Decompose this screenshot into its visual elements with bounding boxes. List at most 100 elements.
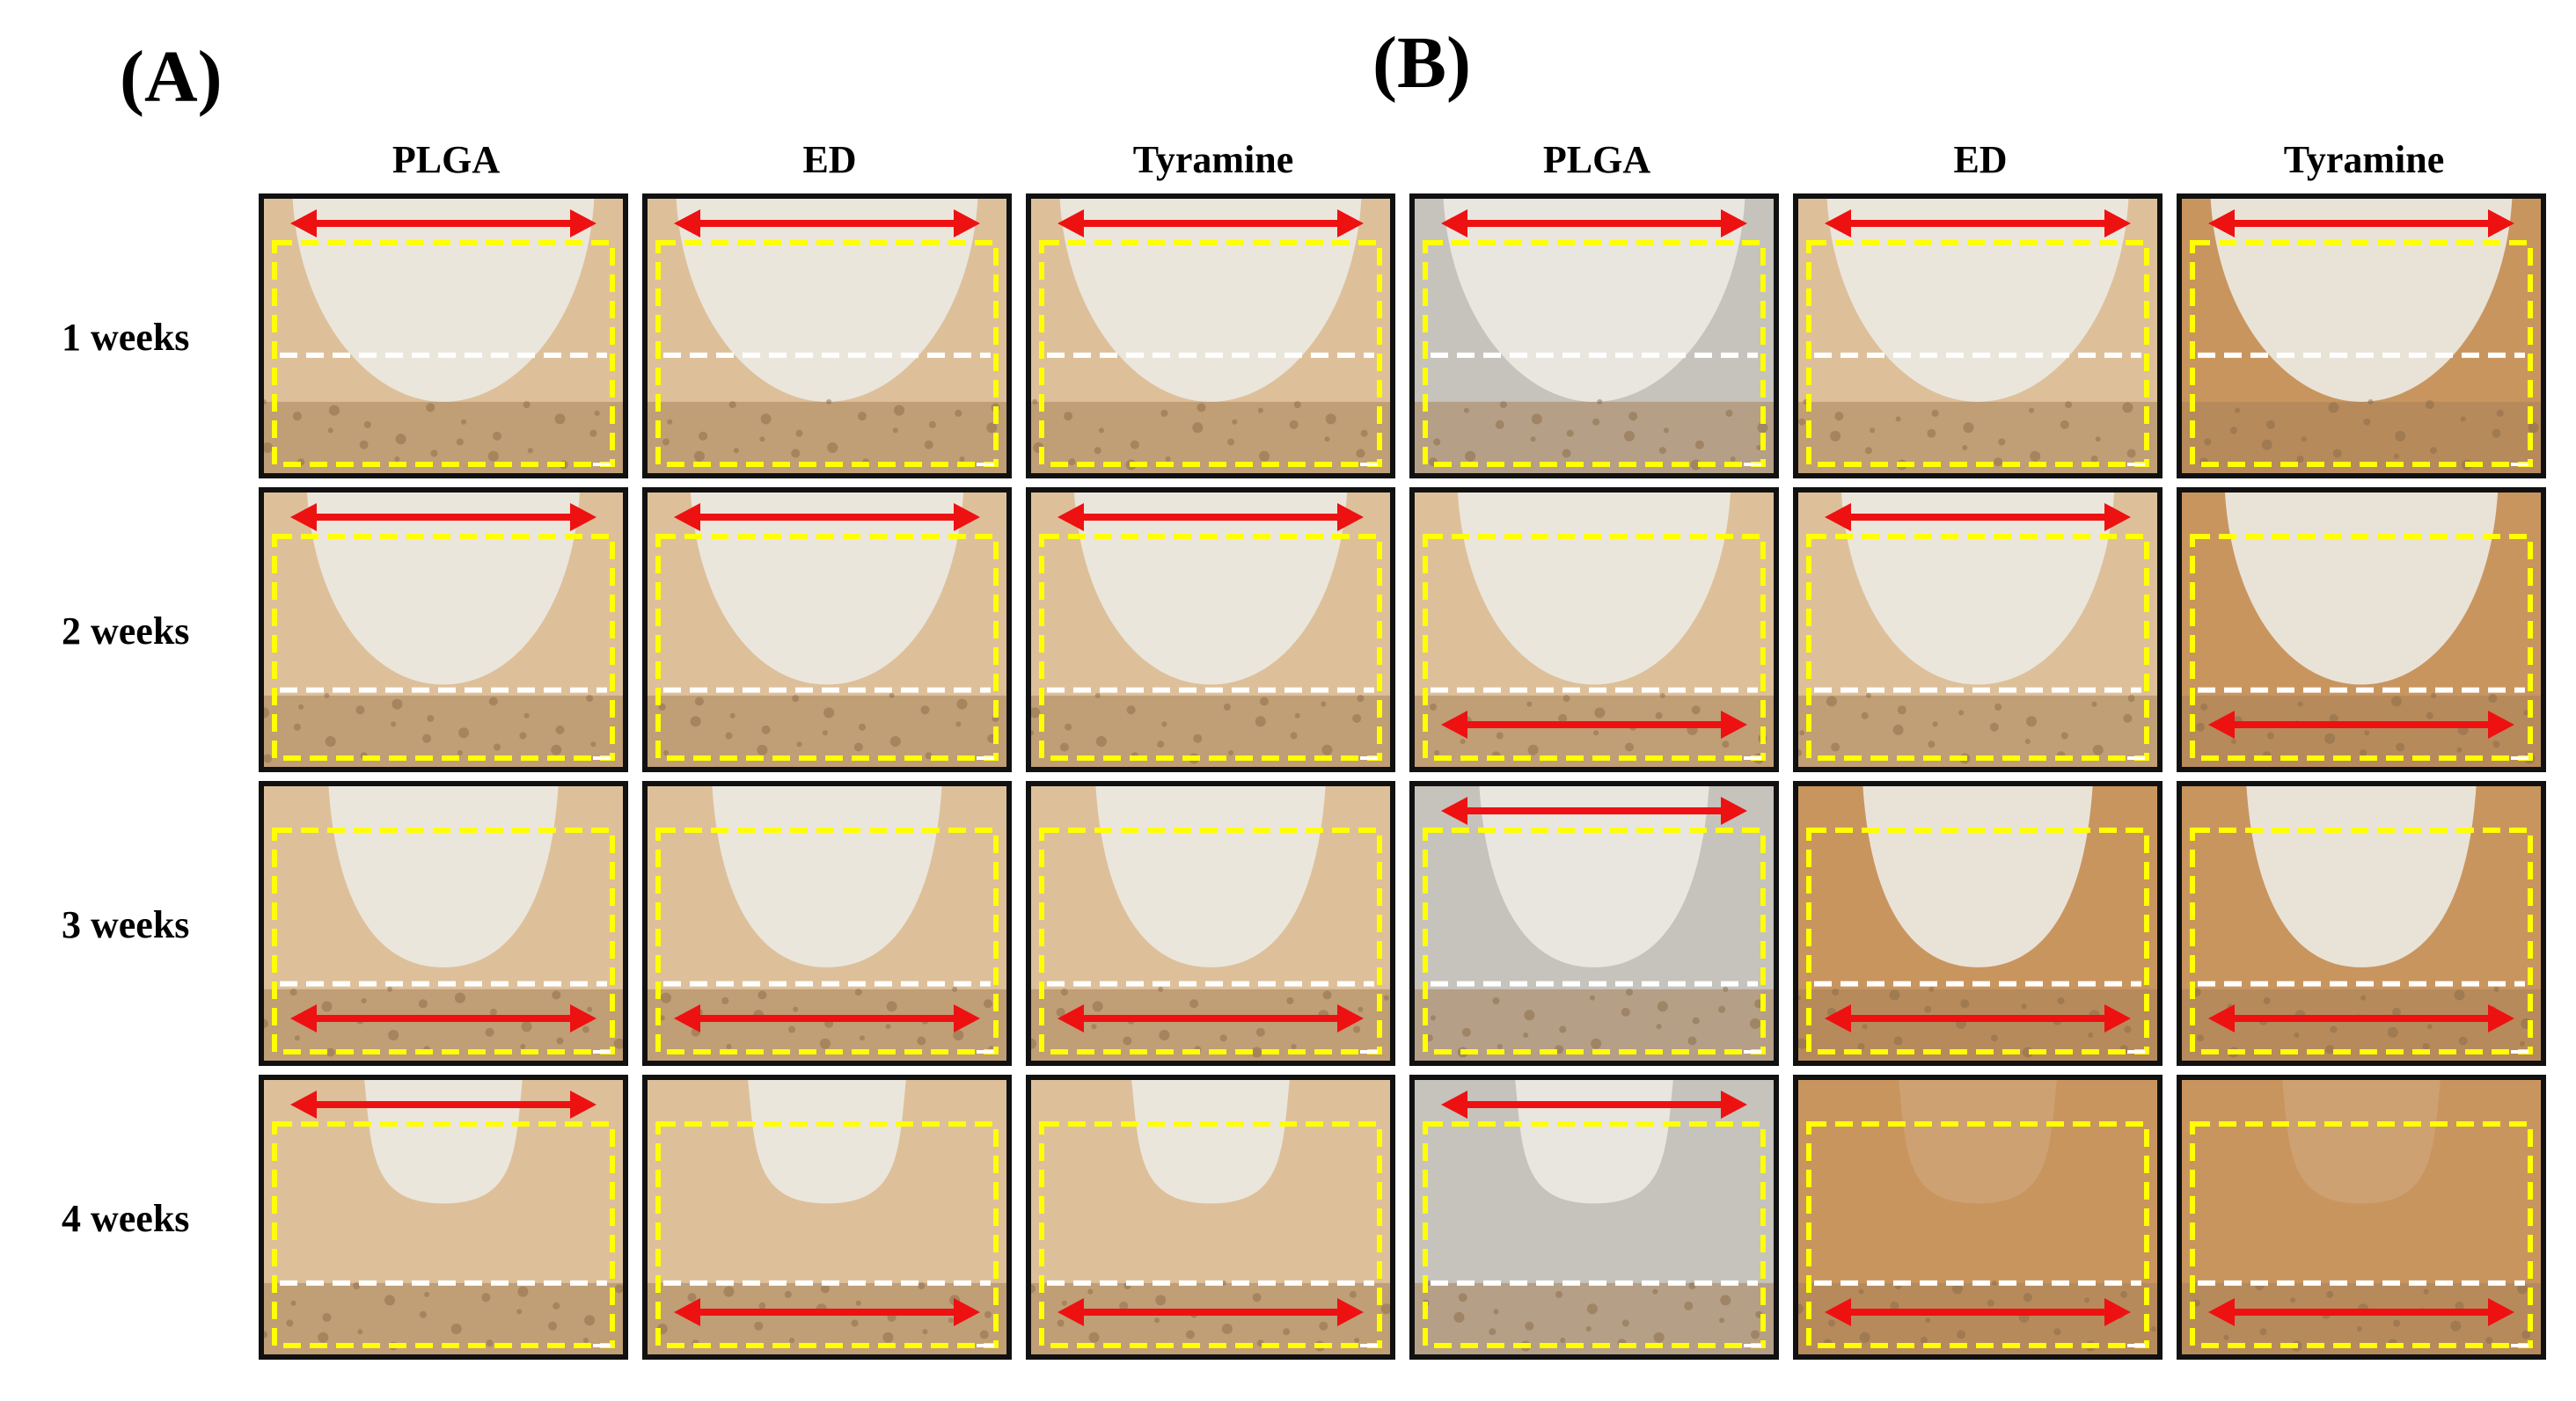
tissue-speckle bbox=[2124, 1025, 2132, 1033]
region-of-interest-box bbox=[2190, 828, 2533, 1054]
tissue-speckle bbox=[2431, 692, 2436, 698]
tissue-speckle bbox=[1185, 1330, 1195, 1339]
tissue-speckle bbox=[1165, 456, 1171, 462]
defect-region bbox=[1515, 1080, 1673, 1204]
tissue-speckle bbox=[2496, 409, 2504, 417]
tissue-speckle bbox=[1653, 1332, 1665, 1343]
scale-bar bbox=[2127, 1344, 2145, 1347]
tissue-speckle bbox=[1252, 1293, 1262, 1302]
subchondral-band bbox=[648, 401, 1006, 473]
tissue-speckle bbox=[1088, 1332, 1100, 1343]
tissue-speckle bbox=[1255, 1027, 1265, 1037]
tissue-speckle bbox=[1321, 701, 1327, 707]
arrow-head-left bbox=[290, 1004, 317, 1033]
micrograph-b-tyramine-1-weeks bbox=[2177, 193, 2546, 478]
tissue-speckle bbox=[359, 440, 369, 449]
tissue-speckle bbox=[1527, 744, 1539, 755]
defect-region bbox=[1073, 493, 1348, 685]
micrograph-a-ed-3-weeks bbox=[642, 781, 1012, 1066]
tissue-speckle bbox=[1496, 732, 1504, 740]
tissue-speckle bbox=[1687, 1036, 1697, 1046]
tissue-speckle bbox=[1255, 716, 1266, 727]
micrograph-a-plga-2-weeks bbox=[259, 487, 628, 772]
tissue-speckle bbox=[1068, 458, 1076, 466]
tissue-speckle bbox=[784, 1290, 792, 1298]
micrograph-b-ed-1-weeks bbox=[1793, 193, 2163, 478]
tissue-speckle bbox=[1321, 744, 1333, 755]
tissue-speckle bbox=[1091, 1024, 1097, 1030]
tissue-speckle bbox=[2387, 1026, 2398, 1038]
tissue-speckle bbox=[1260, 697, 1269, 706]
tissue-speckle bbox=[826, 398, 832, 405]
scale-bar bbox=[1360, 1344, 1378, 1347]
tissue-speckle bbox=[1725, 409, 1733, 417]
tissue-speckle bbox=[795, 429, 803, 437]
tissue-speckle bbox=[2458, 1036, 2468, 1046]
region-of-interest-box bbox=[2190, 240, 2533, 467]
tissue-speckle bbox=[357, 1329, 363, 1335]
tissue-speckle bbox=[760, 413, 772, 425]
tissue-speckle bbox=[353, 1282, 361, 1290]
tissue-speckle bbox=[294, 1035, 300, 1041]
micrograph-a-ed-2-weeks bbox=[642, 487, 1012, 772]
tissue-speckle bbox=[2090, 456, 2098, 463]
tissue-speckle bbox=[1826, 696, 1837, 707]
tissue-speckle bbox=[586, 695, 594, 703]
tissue-speckle bbox=[2261, 439, 2272, 450]
arrow-head-right bbox=[1721, 711, 1747, 739]
tissue-speckle bbox=[1718, 1005, 1726, 1013]
tissue-speckle bbox=[1624, 430, 1635, 441]
defect-region bbox=[1443, 199, 1745, 402]
tissue-speckle bbox=[1994, 703, 2002, 711]
tissue-speckle bbox=[1223, 703, 1231, 711]
subchondral-band bbox=[1798, 1282, 2157, 1354]
tissue-speckle bbox=[384, 1295, 395, 1306]
tissue-speckle bbox=[1493, 1309, 1499, 1315]
tissue-speckle bbox=[391, 721, 397, 727]
tissue-speckle bbox=[726, 1044, 732, 1049]
tissue-speckle bbox=[587, 1006, 593, 1012]
micrograph-b-tyramine-4-weeks bbox=[2177, 1075, 2546, 1360]
micrograph-image bbox=[1798, 493, 2157, 767]
micrograph-a-tyramine-2-weeks bbox=[1026, 487, 1395, 772]
defect-region bbox=[1131, 1080, 1290, 1204]
tissue-speckle bbox=[485, 1027, 494, 1037]
column-label-b-plga: PLGA bbox=[1542, 138, 1651, 181]
tissue-speckle bbox=[1628, 412, 1638, 421]
tissue-speckle bbox=[827, 442, 838, 453]
tissue-speckle bbox=[1293, 401, 1301, 409]
micrograph-image bbox=[1415, 786, 1774, 1061]
region-of-interest-box bbox=[1806, 240, 2149, 467]
tissue-speckle bbox=[1322, 990, 1332, 1000]
region-of-interest-box bbox=[272, 1121, 615, 1348]
tissue-speckle bbox=[2030, 450, 2041, 462]
tissue-speckle bbox=[293, 723, 301, 731]
tissue-speckle bbox=[920, 705, 930, 715]
tissue-speckle bbox=[1827, 1319, 1835, 1327]
tissue-speckle bbox=[2456, 747, 2463, 753]
tissue-speckle bbox=[955, 721, 962, 727]
arrow-head-right bbox=[2104, 503, 2131, 531]
tissue-speckle bbox=[516, 1309, 523, 1315]
micrograph-a-plga-3-weeks bbox=[259, 781, 628, 1066]
tissue-speckle bbox=[1060, 989, 1068, 996]
tissue-speckle bbox=[889, 692, 895, 698]
region-of-interest-box bbox=[1423, 1121, 1766, 1348]
tissue-speckle bbox=[1430, 703, 1437, 711]
tissue-speckle bbox=[1154, 1317, 1160, 1324]
tissue-speckle bbox=[1924, 1005, 1932, 1013]
tissue-speckle bbox=[418, 999, 428, 1009]
tissue-speckle bbox=[2229, 427, 2237, 434]
tissue-speckle bbox=[2364, 730, 2370, 736]
tissue-speckle bbox=[2204, 438, 2212, 446]
tissue-speckle bbox=[860, 1035, 865, 1041]
tissue-speckle bbox=[1831, 742, 1841, 752]
tissue-speckle bbox=[523, 712, 530, 719]
micrograph-image bbox=[1031, 199, 1390, 473]
tissue-speckle bbox=[1289, 420, 1299, 429]
defect-region bbox=[2282, 1080, 2441, 1204]
defect-region bbox=[748, 1080, 906, 1204]
tissue-speckle bbox=[2120, 1290, 2128, 1298]
tissue-speckle bbox=[2023, 1293, 2032, 1302]
micrograph-image bbox=[648, 786, 1006, 1061]
